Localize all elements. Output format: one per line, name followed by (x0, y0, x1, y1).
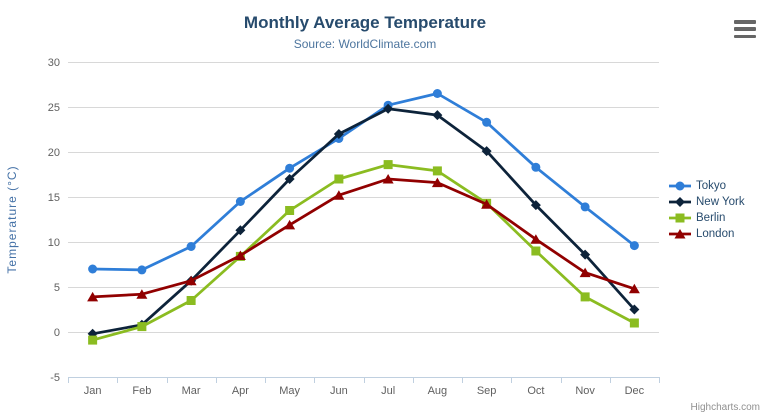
x-axis-tick-label: Jun (330, 385, 348, 397)
data-point[interactable] (333, 190, 345, 200)
series-line (91, 163, 636, 342)
data-point[interactable] (285, 163, 295, 173)
x-axis-tick-label: Nov (575, 385, 595, 397)
data-point[interactable] (580, 292, 590, 302)
data-point[interactable] (334, 174, 344, 184)
legend-marker-circle-icon (669, 181, 691, 191)
data-point[interactable] (432, 89, 442, 98)
data-point[interactable] (580, 202, 590, 212)
x-axis-tick-label: Feb (132, 385, 151, 397)
legend-symbol (675, 181, 685, 191)
y-axis-tick-label: 25 (48, 102, 60, 114)
series-line (91, 107, 636, 336)
chart-legend: Tokyo New York Berlin London (669, 178, 745, 242)
legend-item-berlin[interactable]: Berlin (669, 210, 745, 226)
data-point[interactable] (136, 289, 148, 299)
x-axis-tick-label: Aug (428, 385, 448, 397)
x-axis-tick-label: Jan (84, 385, 102, 397)
data-point[interactable] (530, 234, 542, 244)
legend-symbol (674, 229, 686, 239)
y-axis-tick-label: 0 (54, 327, 60, 339)
data-point[interactable] (234, 250, 246, 261)
y-axis-tick-label: 5 (54, 282, 60, 294)
data-point[interactable] (628, 283, 640, 294)
data-point[interactable] (186, 242, 196, 251)
legend-item-london[interactable]: London (669, 226, 745, 242)
data-point[interactable] (432, 166, 442, 176)
data-point[interactable] (530, 200, 541, 211)
y-axis-tick-label: 20 (48, 147, 60, 159)
data-point[interactable] (531, 162, 541, 172)
chart-title: Monthly Average Temperature (243, 13, 487, 32)
series-line (91, 177, 636, 299)
data-point[interactable] (235, 225, 246, 236)
data-point[interactable] (482, 117, 492, 127)
data-point[interactable] (88, 335, 98, 345)
data-point[interactable] (629, 304, 640, 315)
y-axis-tick-label: 30 (48, 57, 60, 69)
x-axis-tick-label: May (279, 385, 300, 397)
hamburger-bar (734, 20, 756, 24)
data-point[interactable] (481, 199, 493, 209)
legend-label: New York (696, 196, 745, 208)
series-tokyo (88, 89, 639, 275)
legend-label: Tokyo (696, 180, 727, 192)
data-point[interactable] (383, 160, 393, 170)
series-new-york (87, 103, 640, 339)
data-point[interactable] (432, 110, 443, 121)
data-point[interactable] (285, 206, 295, 215)
data-point[interactable] (284, 219, 296, 230)
x-axis-tick-label: Dec (625, 385, 645, 397)
data-point[interactable] (629, 241, 639, 251)
y-axis-tick-label: 15 (48, 192, 60, 204)
legend-marker-triangle-icon (669, 229, 691, 239)
data-point[interactable] (431, 177, 443, 188)
data-point[interactable] (579, 267, 591, 278)
data-point[interactable] (580, 249, 591, 260)
x-axis-tick-label: Sep (477, 385, 497, 397)
x-axis-tick-label: Apr (232, 385, 249, 397)
y-axis-title: Temperature (°C) (5, 165, 19, 273)
hamburger-bar (734, 27, 756, 31)
legend-label: Berlin (696, 212, 726, 224)
legend-item-tokyo[interactable]: Tokyo (669, 178, 745, 194)
data-point[interactable] (186, 296, 196, 305)
hamburger-menu-icon[interactable] (734, 20, 756, 38)
y-axis-tick-label: -5 (50, 372, 60, 384)
data-point[interactable] (137, 322, 147, 332)
data-point[interactable] (382, 174, 394, 184)
legend-item-new-york[interactable]: New York (669, 194, 745, 210)
data-point[interactable] (87, 291, 99, 302)
legend-marker-square-icon (669, 213, 691, 223)
hamburger-bar (734, 34, 756, 38)
series-london (87, 174, 640, 302)
chart-subtitle: Source: WorldClimate.com (293, 37, 437, 51)
x-axis-tick-label: Jul (381, 385, 395, 397)
data-point[interactable] (88, 264, 98, 274)
x-axis-tick-label: Mar (182, 385, 201, 397)
data-point[interactable] (185, 275, 197, 286)
data-point[interactable] (137, 265, 147, 275)
y-axis-tick-label: 10 (48, 237, 60, 249)
legend-symbol (675, 213, 685, 223)
data-point[interactable] (383, 103, 394, 114)
data-point[interactable] (629, 318, 639, 328)
data-point[interactable] (333, 129, 344, 139)
legend-label: London (696, 228, 735, 240)
data-point[interactable] (235, 197, 245, 206)
legend-marker-diamond-icon (669, 197, 691, 207)
x-axis-tick-label: Oct (527, 385, 544, 397)
credits-link[interactable]: Highcharts.com (690, 402, 760, 413)
data-point[interactable] (284, 174, 295, 184)
legend-symbol (675, 197, 685, 207)
data-point[interactable] (531, 246, 541, 256)
data-point[interactable] (481, 146, 492, 157)
